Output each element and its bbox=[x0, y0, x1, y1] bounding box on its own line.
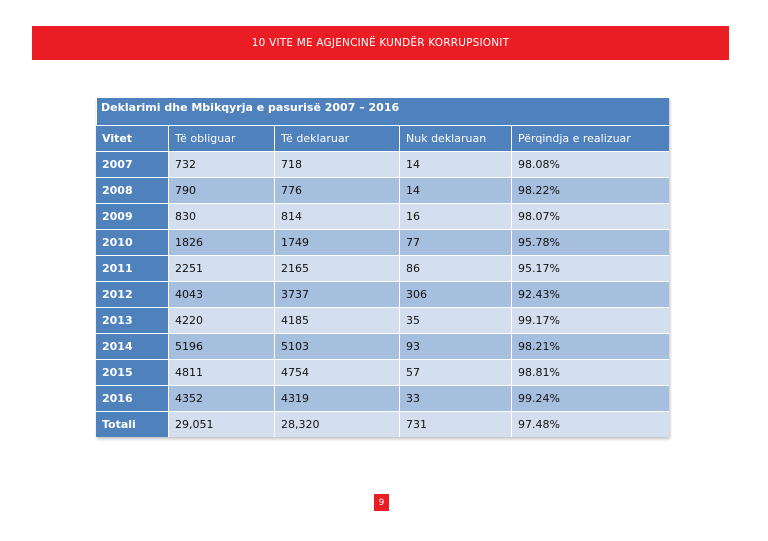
table-cell: 98.07% bbox=[511, 203, 670, 229]
table-row: 2007 732 718 14 98.08% bbox=[96, 151, 670, 177]
table-cell: 33 bbox=[399, 385, 511, 411]
page-number: 9 bbox=[374, 494, 389, 511]
column-header-obliged: Të obliguar bbox=[168, 125, 274, 151]
table-cell: 28,320 bbox=[274, 411, 399, 437]
table-cell: 306 bbox=[399, 281, 511, 307]
table-cell: 35 bbox=[399, 307, 511, 333]
table-cell: 718 bbox=[274, 151, 399, 177]
table-title: Deklarimi dhe Mbikqyrja e pasurisë 2007 … bbox=[96, 97, 670, 125]
table-cell: 99.24% bbox=[511, 385, 670, 411]
table-cell: 5103 bbox=[274, 333, 399, 359]
row-year-cell: 2016 bbox=[96, 385, 168, 411]
table-cell: 98.08% bbox=[511, 151, 670, 177]
table-cell: 4754 bbox=[274, 359, 399, 385]
column-header-not-declared: Nuk deklaruan bbox=[399, 125, 511, 151]
table-cell: 731 bbox=[399, 411, 511, 437]
column-header-row: Vitet Të obliguar Të deklaruar Nuk dekla… bbox=[96, 125, 670, 151]
table-body: 2007 732 718 14 98.08% 2008 790 776 14 98.22% 2009… bbox=[96, 151, 670, 437]
table-cell: 4319 bbox=[274, 385, 399, 411]
row-year-cell: 2011 bbox=[96, 255, 168, 281]
table-cell: 14 bbox=[399, 151, 511, 177]
column-header-year: Vitet bbox=[96, 125, 168, 151]
table-cell: 776 bbox=[274, 177, 399, 203]
table-row: 2015 4811 4754 57 98.81% bbox=[96, 359, 670, 385]
row-year-cell: 2014 bbox=[96, 333, 168, 359]
table-cell: 92.43% bbox=[511, 281, 670, 307]
table-row: 2008 790 776 14 98.22% bbox=[96, 177, 670, 203]
table-cell: 29,051 bbox=[168, 411, 274, 437]
table-cell: 3737 bbox=[274, 281, 399, 307]
column-header-percentage: Përqindja e realizuar bbox=[511, 125, 670, 151]
row-year-cell: 2008 bbox=[96, 177, 168, 203]
table-cell: 95.17% bbox=[511, 255, 670, 281]
table-cell: 1826 bbox=[168, 229, 274, 255]
table-cell: 790 bbox=[168, 177, 274, 203]
asset-declaration-table: Deklarimi dhe Mbikqyrja e pasurisë 2007 … bbox=[96, 97, 670, 437]
table-cell: 830 bbox=[168, 203, 274, 229]
table-cell: 4811 bbox=[168, 359, 274, 385]
row-year-cell: 2010 bbox=[96, 229, 168, 255]
table-cell: 4043 bbox=[168, 281, 274, 307]
row-year-cell: 2009 bbox=[96, 203, 168, 229]
table-cell: 4220 bbox=[168, 307, 274, 333]
table-row: 2013 4220 4185 35 99.17% bbox=[96, 307, 670, 333]
table-cell: 98.21% bbox=[511, 333, 670, 359]
table-cell: 86 bbox=[399, 255, 511, 281]
table-cell: 95.78% bbox=[511, 229, 670, 255]
row-year-cell: 2007 bbox=[96, 151, 168, 177]
table-cell: 99.17% bbox=[511, 307, 670, 333]
table-cell: 1749 bbox=[274, 229, 399, 255]
table-cell: 14 bbox=[399, 177, 511, 203]
header-banner: 10 VITE ME AGJENCINË KUNDËR KORRUPSIONIT bbox=[32, 26, 729, 60]
table-cell: 732 bbox=[168, 151, 274, 177]
row-year-cell: 2013 bbox=[96, 307, 168, 333]
table-cell: 16 bbox=[399, 203, 511, 229]
table-row: 2011 2251 2165 86 95.17% bbox=[96, 255, 670, 281]
banner-title: 10 VITE ME AGJENCINË KUNDËR KORRUPSIONIT bbox=[251, 37, 510, 49]
table-cell: 2251 bbox=[168, 255, 274, 281]
table-cell: 77 bbox=[399, 229, 511, 255]
table-row: 2012 4043 3737 306 92.43% bbox=[96, 281, 670, 307]
table-cell: 2165 bbox=[274, 255, 399, 281]
table-cell: 98.22% bbox=[511, 177, 670, 203]
table-row: 2009 830 814 16 98.07% bbox=[96, 203, 670, 229]
table-row: Totali 29,051 28,320 731 97.48% bbox=[96, 411, 670, 437]
table-cell: 5196 bbox=[168, 333, 274, 359]
table-cell: 814 bbox=[274, 203, 399, 229]
table-cell: 57 bbox=[399, 359, 511, 385]
table-row: 2016 4352 4319 33 99.24% bbox=[96, 385, 670, 411]
row-year-cell: Totali bbox=[96, 411, 168, 437]
column-header-declared: Të deklaruar bbox=[274, 125, 399, 151]
page-number-label: 9 bbox=[378, 497, 385, 508]
table-cell: 4352 bbox=[168, 385, 274, 411]
data-table: Deklarimi dhe Mbikqyrja e pasurisë 2007 … bbox=[96, 97, 670, 437]
table-cell: 97.48% bbox=[511, 411, 670, 437]
table-cell: 98.81% bbox=[511, 359, 670, 385]
table-row: 2014 5196 5103 93 98.21% bbox=[96, 333, 670, 359]
table-cell: 4185 bbox=[274, 307, 399, 333]
row-year-cell: 2012 bbox=[96, 281, 168, 307]
table-cell: 93 bbox=[399, 333, 511, 359]
table-row: 2010 1826 1749 77 95.78% bbox=[96, 229, 670, 255]
row-year-cell: 2015 bbox=[96, 359, 168, 385]
